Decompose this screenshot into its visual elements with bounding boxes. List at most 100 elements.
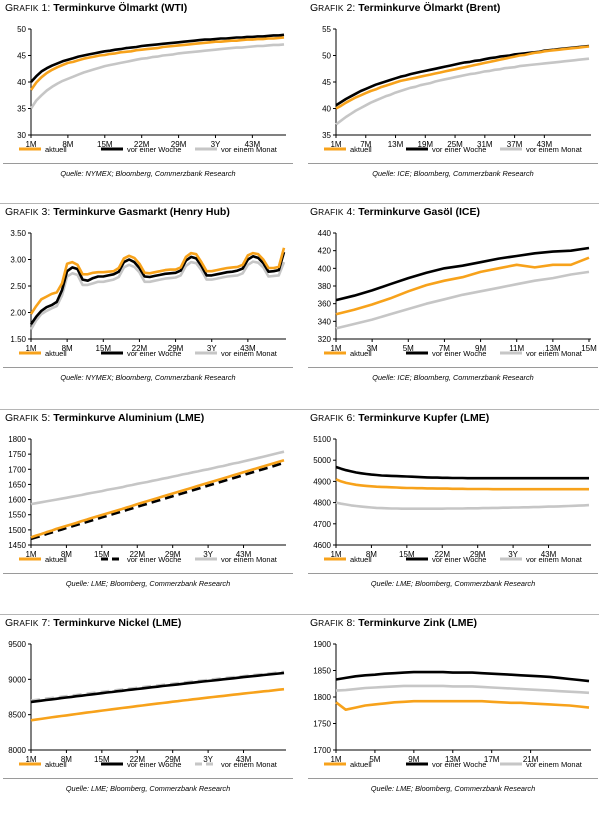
series-line-vor-einer-Woche bbox=[335, 670, 590, 683]
chart-title-prefix-rest: rafik bbox=[13, 618, 39, 628]
chart-title-number: 2: bbox=[343, 2, 359, 14]
y-tick-label: 400 bbox=[318, 264, 332, 273]
legend-label: vor einer Woche bbox=[432, 145, 486, 154]
source-separator bbox=[3, 778, 293, 779]
chart-svg: 35 40 45 50 55 1M 7M 13M 19M 25M 31M 37M 43M aktuell v… bbox=[322, 25, 591, 154]
legend-label: vor einem Monat bbox=[526, 760, 583, 769]
x-tick-label: 22M bbox=[129, 755, 145, 764]
legend-label: aktuell bbox=[350, 145, 372, 154]
x-tick-label: 3Y bbox=[203, 755, 213, 764]
y-tick-label: 4900 bbox=[313, 477, 331, 486]
chart-title-prefix: G bbox=[310, 617, 319, 629]
x-tick-label: 1M bbox=[25, 140, 36, 149]
chart-title-prefix-rest: rafik bbox=[318, 618, 344, 628]
y-tick-label: 45 bbox=[17, 52, 26, 61]
chart-title-number: 1: bbox=[38, 2, 54, 14]
y-tick-label: 55 bbox=[322, 25, 331, 34]
chart-title-number: 4: bbox=[343, 206, 359, 218]
series-line-vor-einer-Woche bbox=[30, 33, 285, 83]
series-line-vor-einem-Monat bbox=[335, 501, 590, 510]
y-tick-label: 1450 bbox=[8, 541, 26, 550]
chart-title: Grafik 1: Terminkurve Ölmarkt (WTI) bbox=[5, 2, 187, 14]
x-tick-label: 3M bbox=[367, 344, 378, 353]
series-line-vor-einem-Monat bbox=[29, 43, 285, 110]
y-tick-label: 1800 bbox=[313, 693, 331, 702]
y-tick-label: 1650 bbox=[8, 480, 26, 489]
chart-panel-7: Grafik 7: Terminkurve Nickel (LME) 8000 85… bbox=[3, 617, 293, 819]
legend-label: vor einem Monat bbox=[221, 760, 278, 769]
x-tick-label: 9M bbox=[408, 755, 419, 764]
chart-source: Quelle: ICE; Bloomberg, Commerzbank Rese… bbox=[372, 169, 534, 178]
chart-title-prefix-rest: rafik bbox=[13, 207, 39, 217]
chart-source: Quelle: LME; Bloomberg, Commerzbank Rese… bbox=[370, 579, 536, 588]
x-tick-label: 22M bbox=[132, 344, 148, 353]
x-tick-label: 37M bbox=[507, 140, 523, 149]
x-tick-label: 7M bbox=[360, 140, 371, 149]
y-tick-label: 420 bbox=[318, 247, 332, 256]
chart-title-prefix: G bbox=[5, 617, 14, 629]
legend-label: vor einem Monat bbox=[221, 145, 278, 154]
x-tick-label: 29M bbox=[165, 755, 181, 764]
series-line-vor-einem-Monat bbox=[335, 270, 590, 330]
chart-title-prefix-rest: rafik bbox=[318, 3, 344, 13]
x-tick-label: 22M bbox=[129, 550, 145, 559]
x-tick-label: 29M bbox=[171, 140, 187, 149]
chart-source: Quelle: LME; Bloomberg, Commerzbank Rese… bbox=[370, 784, 536, 793]
y-tick-label: 1700 bbox=[313, 746, 331, 755]
series-line-aktuell bbox=[335, 699, 590, 711]
chart-title: Grafik 6: Terminkurve Kupfer (LME) bbox=[310, 412, 489, 424]
chart-title: Grafik 7: Terminkurve Nickel (LME) bbox=[5, 617, 181, 629]
source-separator bbox=[308, 367, 598, 368]
legend-label: vor einem Monat bbox=[221, 349, 278, 358]
legend-label: aktuell bbox=[45, 555, 67, 564]
x-tick-label: 31M bbox=[477, 140, 493, 149]
chart-svg: 30 35 40 45 50 1M 8M 15M 22M 29M 3Y 43M aktuell vor e… bbox=[17, 25, 286, 154]
chart-title-prefix-rest: rafik bbox=[13, 3, 39, 13]
y-tick-label: 4800 bbox=[313, 499, 331, 508]
chart-title-text: Terminkurve Zink (LME) bbox=[358, 617, 478, 629]
x-tick-label: 21M bbox=[523, 755, 539, 764]
section-divider bbox=[0, 409, 599, 410]
y-tick-label: 1750 bbox=[8, 450, 26, 459]
y-tick-label: 4600 bbox=[313, 541, 331, 550]
y-tick-label: 5000 bbox=[313, 456, 331, 465]
section-divider bbox=[0, 203, 599, 204]
chart-panel-6: Grafik 6: Terminkurve Kupfer (LME) 4600 47… bbox=[308, 412, 598, 614]
y-tick-label: 30 bbox=[17, 131, 26, 140]
chart-title-prefix: G bbox=[310, 206, 319, 218]
x-tick-label: 3Y bbox=[211, 140, 221, 149]
series-line-vor-einer-Woche bbox=[29, 251, 286, 325]
chart-title-text: Terminkurve Aluminium (LME) bbox=[53, 412, 205, 424]
x-tick-label: 43M bbox=[236, 550, 252, 559]
x-tick-label: 15M bbox=[94, 755, 110, 764]
chart-title-number: 8: bbox=[343, 617, 359, 629]
x-tick-label: 1M bbox=[330, 140, 341, 149]
chart-source: Quelle: NYMEX; Bloomberg, Commerzbank Re… bbox=[60, 373, 236, 382]
y-tick-label: 50 bbox=[17, 25, 26, 34]
y-tick-label: 380 bbox=[318, 282, 332, 291]
x-tick-label: 1M bbox=[330, 344, 341, 353]
y-tick-label: 50 bbox=[322, 52, 331, 61]
x-tick-label: 25M bbox=[447, 140, 463, 149]
chart-title: Grafik 8: Terminkurve Zink (LME) bbox=[310, 617, 477, 629]
legend-label: aktuell bbox=[350, 555, 372, 564]
chart-title-number: 7: bbox=[38, 617, 54, 629]
series-line-aktuell bbox=[30, 458, 285, 539]
chart-source: Quelle: ICE; Bloomberg, Commerzbank Rese… bbox=[372, 373, 534, 382]
x-tick-label: 43M bbox=[236, 755, 252, 764]
chart-title-prefix-rest: rafik bbox=[318, 413, 344, 423]
y-tick-label: 3.00 bbox=[10, 256, 26, 265]
series-line-vor-einem-Monat bbox=[335, 57, 590, 126]
legend-label: vor einem Monat bbox=[526, 555, 583, 564]
x-tick-label: 7M bbox=[439, 344, 450, 353]
y-tick-label: 9000 bbox=[8, 675, 26, 684]
chart-title-text: Terminkurve Nickel (LME) bbox=[53, 617, 182, 629]
series-line-vor-einem-Monat bbox=[335, 684, 590, 695]
x-tick-label: 15M bbox=[97, 140, 113, 149]
chart-title-prefix: G bbox=[5, 2, 14, 14]
y-tick-label: 2.50 bbox=[10, 282, 26, 291]
y-tick-label: 1500 bbox=[8, 526, 26, 535]
x-tick-label: 15M bbox=[399, 550, 415, 559]
legend-label: vor einer Woche bbox=[127, 145, 181, 154]
chart-svg: 1450 1500 1550 1600 1650 1700 1750 1800 1M 8M 15M 2… bbox=[8, 435, 286, 564]
